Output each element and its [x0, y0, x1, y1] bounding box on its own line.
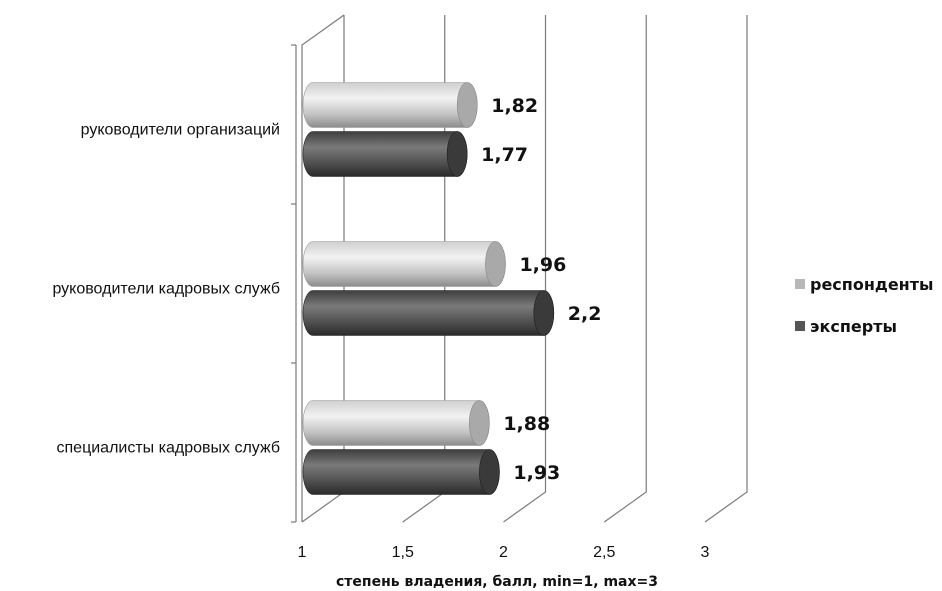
- x-tick-labels: 1 1,5 2 2,5 3: [298, 544, 710, 561]
- y-axis: [291, 44, 297, 523]
- bar-эксперты-2: [302, 449, 500, 495]
- bar-респонденты-0: [302, 82, 478, 128]
- x-axis-title: степень владения, балл, min=1, max=3: [336, 574, 658, 590]
- category-label-0: руководители организаций: [81, 122, 280, 139]
- data-label-респонденты-1: 1,96: [519, 254, 566, 276]
- data-label-эксперты-2: 1,93: [513, 462, 560, 484]
- data-label-эксперты-1: 2,2: [568, 303, 602, 325]
- bar-респонденты-1: [302, 241, 506, 287]
- x-tick-label: 2,5: [593, 544, 615, 561]
- x-tick-label: 1,5: [392, 544, 414, 561]
- category-labels: руководители организаций руководители кад…: [52, 122, 280, 457]
- x-tick-label: 2: [499, 544, 508, 561]
- bar-эксперты-0: [302, 131, 468, 177]
- x-tick-label: 3: [701, 544, 710, 561]
- data-label-респонденты-2: 1,88: [503, 413, 550, 435]
- x-tick-label: 1: [298, 544, 307, 561]
- gridline-4: [704, 15, 748, 523]
- bar-эксперты-1: [302, 290, 555, 336]
- legend: респонденты эксперты: [795, 275, 933, 336]
- legend-label-respondents: респонденты: [810, 275, 933, 294]
- data-label-респонденты-0: 1,82: [491, 95, 538, 117]
- data-label-эксперты-0: 1,77: [481, 144, 528, 166]
- back-wall-edge: [301, 14, 345, 522]
- category-label-2: специалисты кадровых служб: [57, 440, 281, 457]
- gridline-3: [603, 15, 647, 523]
- bar-респонденты-2: [302, 400, 490, 446]
- legend-swatch-respondents: [795, 279, 805, 289]
- data-labels: 1,82 1,77 1,96 2,2 1,88 1,93: [481, 95, 601, 484]
- bars: [302, 82, 555, 495]
- legend-label-experts: эксперты: [810, 317, 897, 336]
- legend-swatch-experts: [795, 321, 805, 331]
- category-label-1: руководители кадровых служб: [52, 281, 280, 298]
- gridline-2: [503, 15, 547, 523]
